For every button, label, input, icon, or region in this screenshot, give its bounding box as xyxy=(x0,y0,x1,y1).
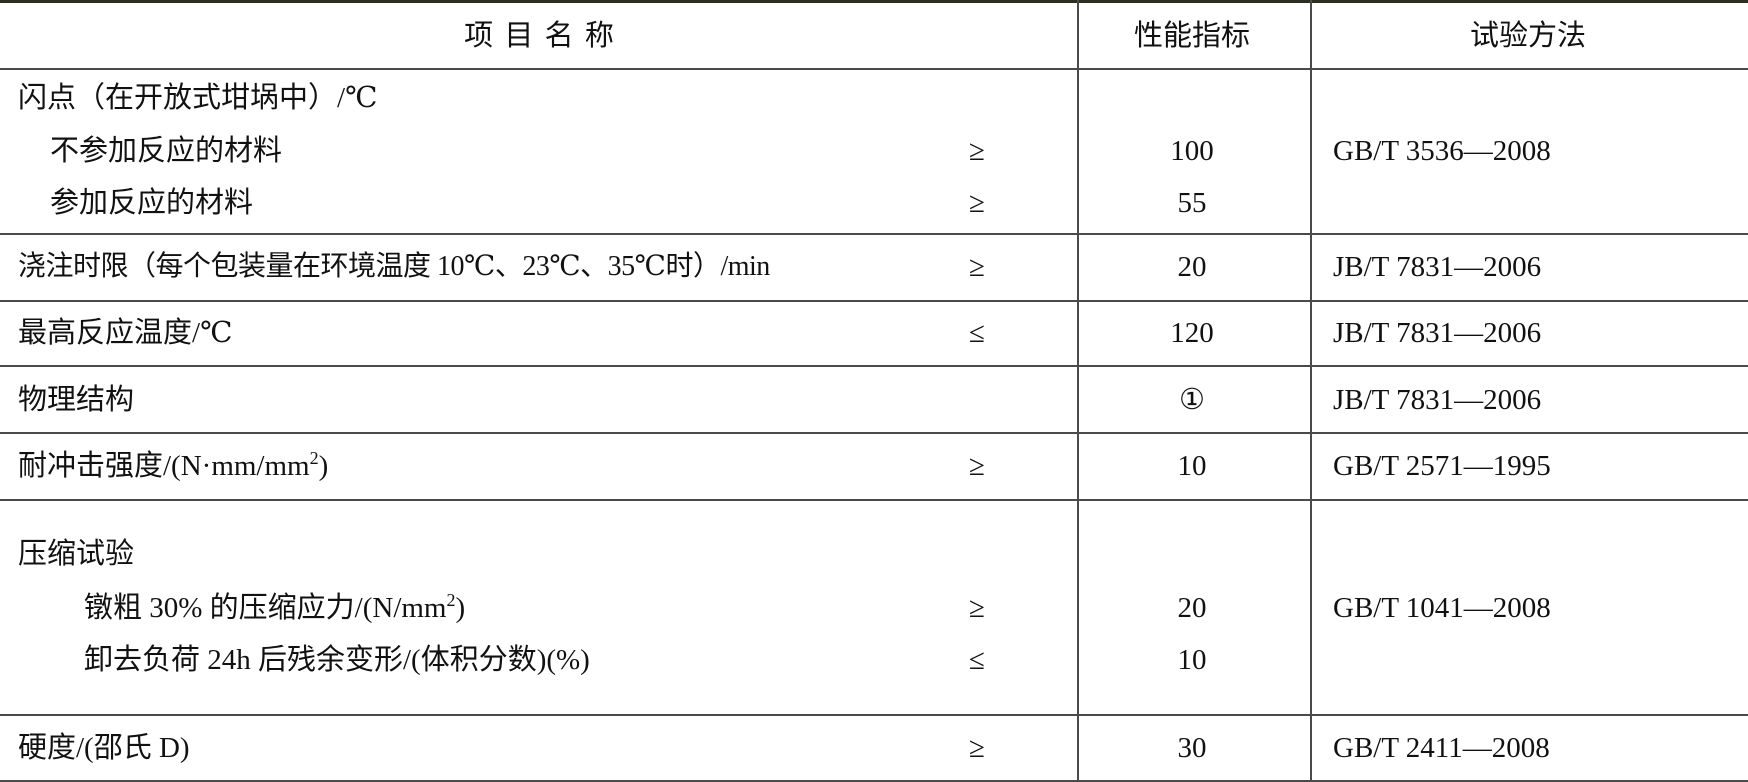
method: JB/T 7831—2006 xyxy=(1333,384,1542,416)
column-divider xyxy=(1310,0,1312,782)
row-divider xyxy=(0,233,1748,235)
comparison-sign: ≥ xyxy=(969,592,985,624)
row-divider xyxy=(0,499,1748,501)
item-name: 压缩试验 xyxy=(18,538,135,570)
sub-item-name: 参加反应的材料 xyxy=(50,187,254,219)
item-name: 耐冲击强度/(N·mm/mm2) xyxy=(18,449,328,483)
item-name: 浇注时限（每个包装量在环境温度 10℃、23℃、35℃时）/min xyxy=(18,251,770,282)
comparison-sign: ≥ xyxy=(969,135,985,167)
sub-item-name: 卸去负荷 24h 后残余变形/(体积分数)(%) xyxy=(84,644,590,676)
comparison-sign: ≤ xyxy=(969,644,985,676)
superscript: 2 xyxy=(446,590,456,610)
item-name: 硬度/(邵氏 D) xyxy=(18,732,190,764)
method: GB/T 2571—1995 xyxy=(1333,450,1551,482)
sub-item-name: 不参加反应的材料 xyxy=(50,135,283,167)
row-divider xyxy=(0,714,1748,716)
value: 10 xyxy=(1177,450,1207,482)
method: JB/T 7831—2006 xyxy=(1333,317,1542,349)
superscript: 2 xyxy=(309,448,319,468)
item-name-end: ) xyxy=(318,450,329,482)
header-name: 项 目 名 称 xyxy=(464,20,616,52)
comparison-sign: ≥ xyxy=(969,450,985,482)
method: GB/T 1041—2008 xyxy=(1333,592,1551,624)
column-divider xyxy=(1077,0,1079,782)
comparison-sign: ≥ xyxy=(969,251,985,283)
header-value: 性能指标 xyxy=(1133,20,1251,52)
comparison-sign: ≤ xyxy=(969,317,985,349)
value: 120 xyxy=(1170,317,1214,349)
sub-item-name-text: 镦粗 30% 的压缩应力/(N/mm xyxy=(84,592,447,624)
item-name: 物理结构 xyxy=(18,384,135,416)
method: GB/T 2411—2008 xyxy=(1333,732,1550,764)
value: 20 xyxy=(1177,592,1207,624)
sub-item-name: 镦粗 30% 的压缩应力/(N/mm2) xyxy=(84,591,465,625)
row-divider xyxy=(0,68,1748,70)
value: 100 xyxy=(1170,135,1214,167)
value: 20 xyxy=(1177,251,1207,283)
value: 10 xyxy=(1177,644,1207,676)
comparison-sign: ≥ xyxy=(969,187,985,219)
item-name: 最高反应温度/℃ xyxy=(18,317,233,349)
item-name-text: 耐冲击强度/(N·mm/mm xyxy=(18,450,310,482)
top-rule xyxy=(0,0,1748,3)
method: JB/T 7831—2006 xyxy=(1333,251,1542,283)
sub-item-name-end: ) xyxy=(455,592,466,624)
value: 30 xyxy=(1177,732,1207,764)
comparison-sign: ≥ xyxy=(969,732,985,764)
row-divider xyxy=(0,300,1748,302)
bottom-rule xyxy=(0,780,1748,782)
value: 55 xyxy=(1177,187,1207,219)
method: GB/T 3536—2008 xyxy=(1333,135,1551,167)
item-name: 闪点（在开放式坩埚中）/℃ xyxy=(18,82,378,114)
header-method: 试验方法 xyxy=(1469,20,1587,52)
row-divider xyxy=(0,365,1748,367)
value: ① xyxy=(1179,384,1205,416)
row-divider xyxy=(0,432,1748,434)
